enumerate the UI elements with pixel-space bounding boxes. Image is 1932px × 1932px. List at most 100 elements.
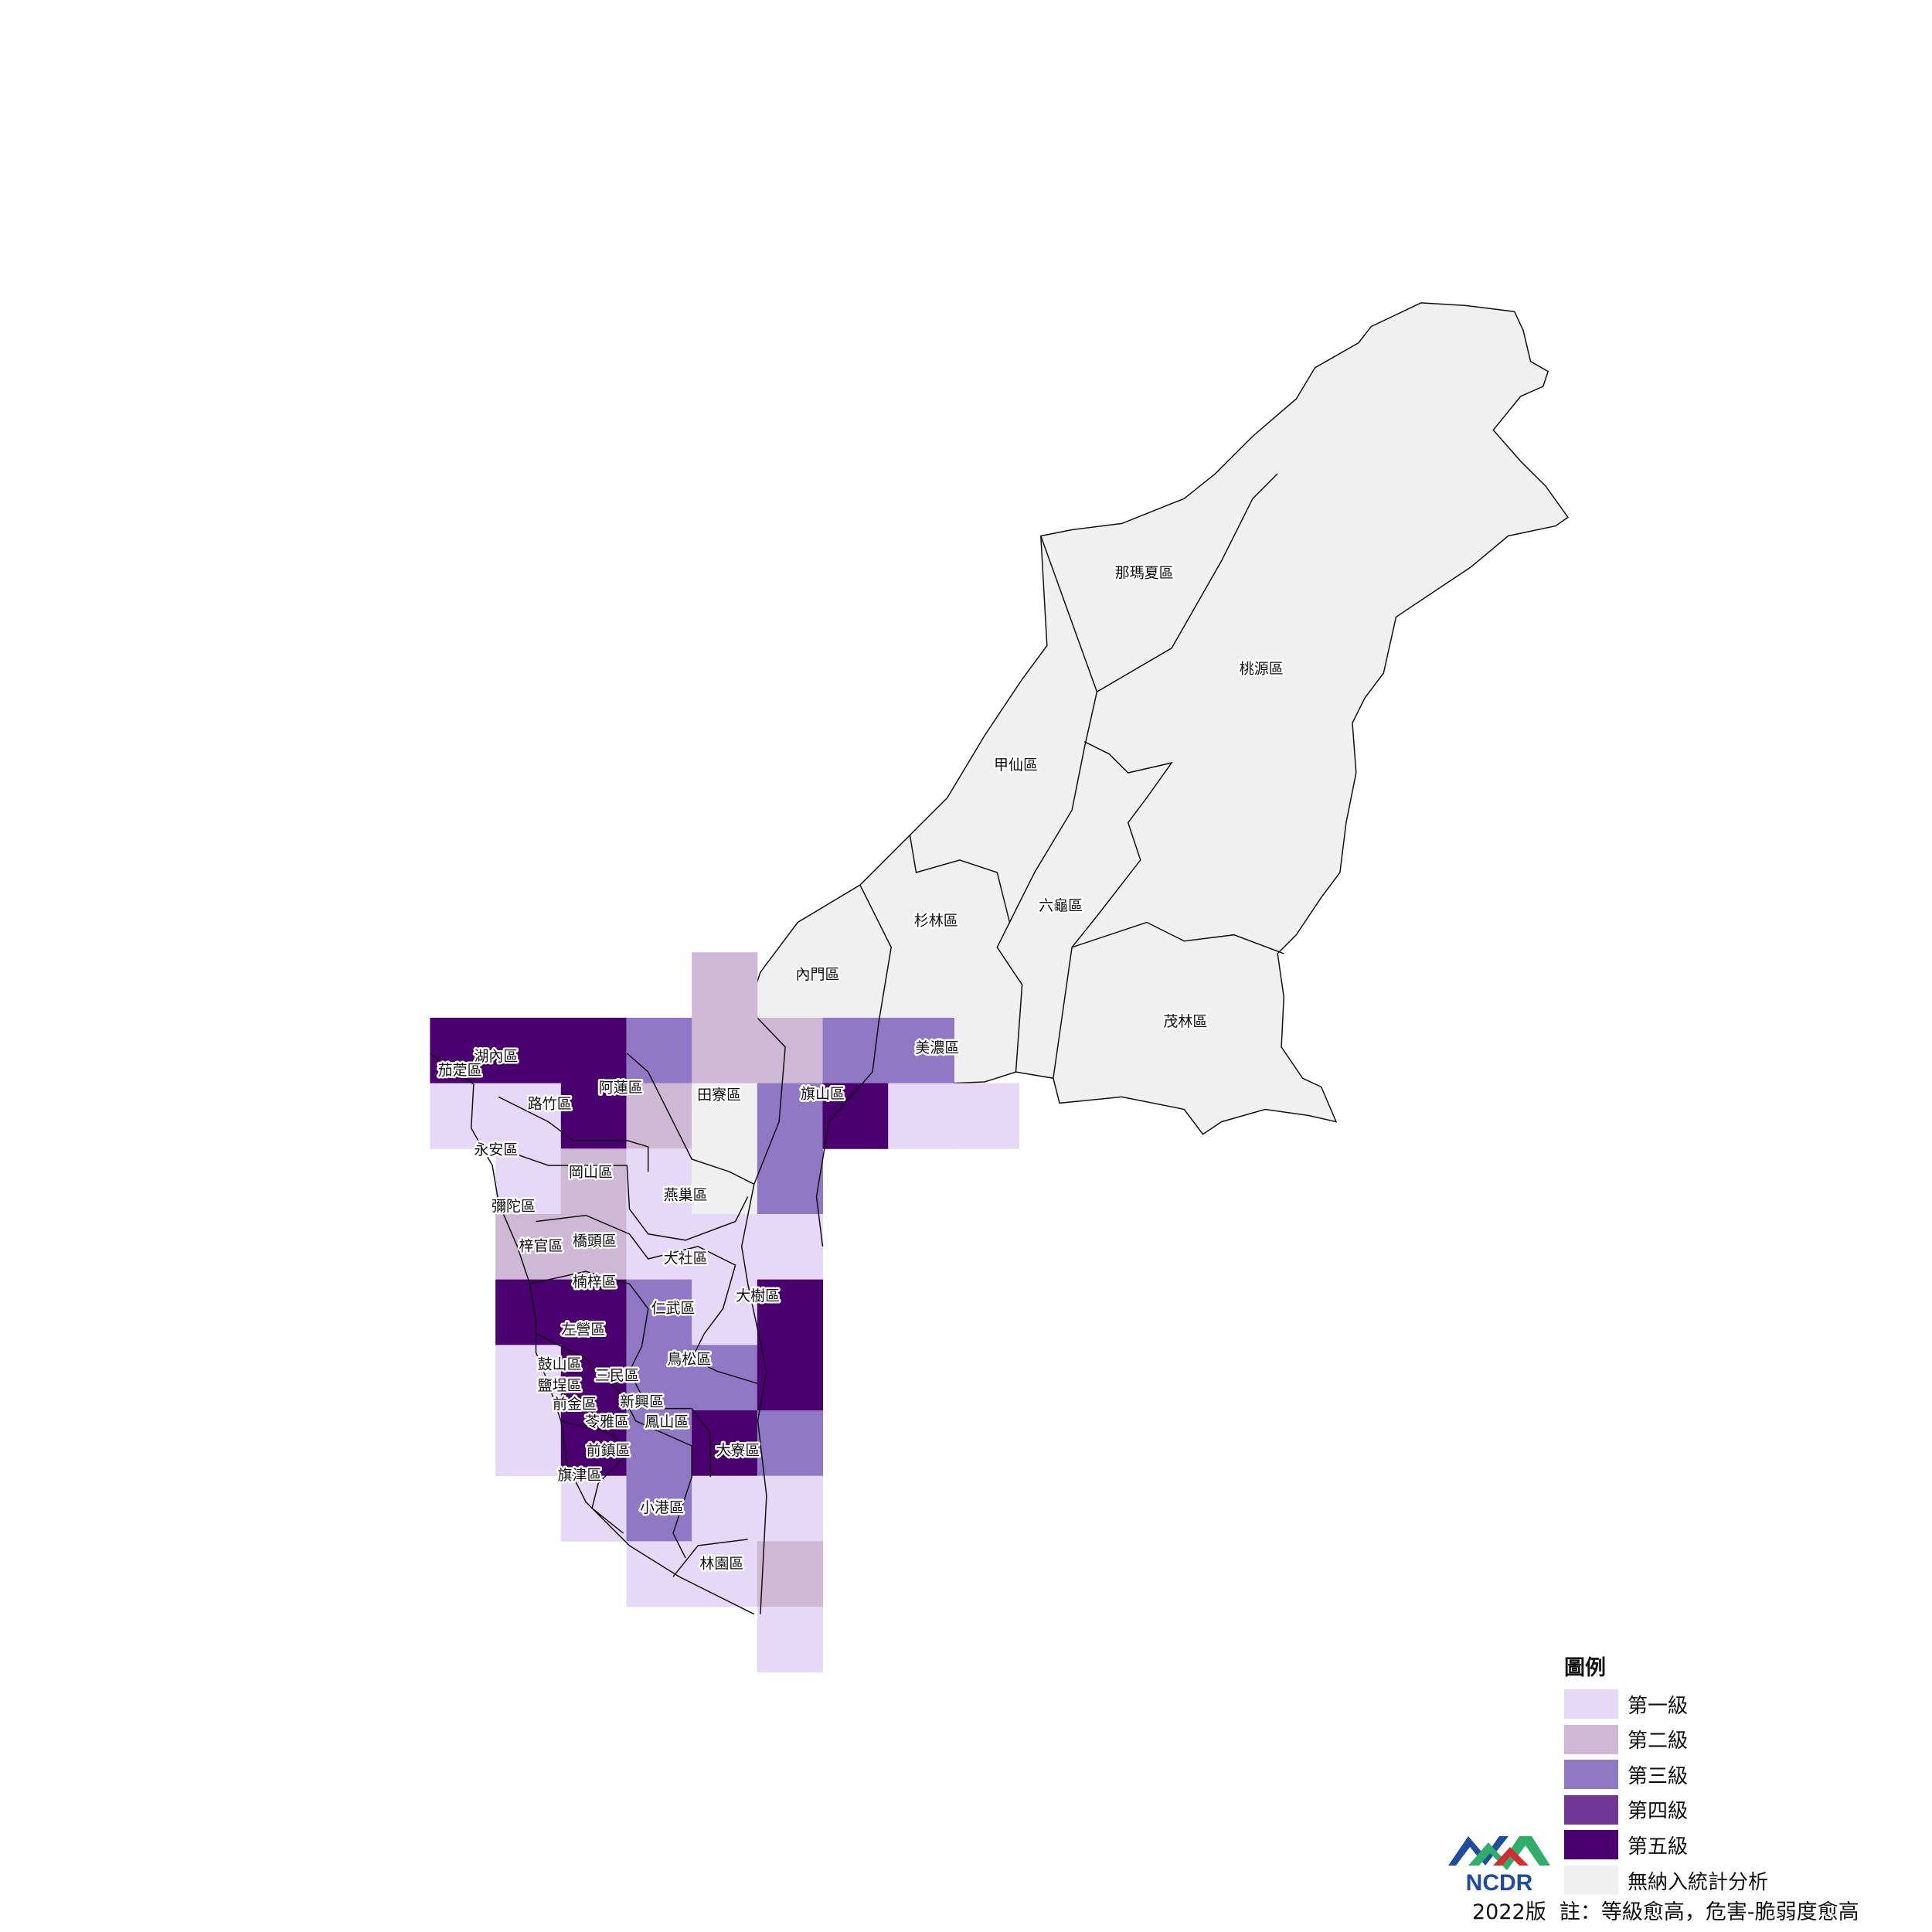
grid-cell-level-2 (757, 1541, 824, 1607)
legend-item: 第四級 (1564, 1794, 1688, 1825)
district-label: 梓官區 (519, 1237, 563, 1254)
grid-cell-level-1 (757, 1475, 824, 1542)
grid-cell-level-5 (495, 1279, 562, 1345)
grid-cell-level-5 (560, 1017, 627, 1084)
grid-cell-level-3 (692, 1345, 758, 1411)
district-label: 大樹區 (736, 1287, 780, 1304)
legend-label: 第四級 (1628, 1800, 1689, 1824)
grid-cell-level-0 (692, 1148, 758, 1215)
district-label: 三民區 (595, 1367, 639, 1384)
district-boundary (996, 536, 1098, 1073)
grid-cell-level-1 (495, 1345, 562, 1411)
legend-label: 第一級 (1628, 1694, 1689, 1718)
district-boundary (536, 1214, 758, 1385)
grid-cell-level-1 (692, 1213, 758, 1281)
district-label: 小港區 (640, 1499, 684, 1516)
district-label: 鳥松區 (667, 1351, 711, 1368)
grid-cell-level-1 (430, 1083, 496, 1149)
district-boundary (536, 1333, 692, 1559)
ncdr-logo: NCDR (1448, 1836, 1550, 1895)
district-boundary (430, 1053, 755, 1615)
legend-swatch (1564, 1866, 1618, 1895)
legend-label: 無納入統計分析 (1628, 1870, 1769, 1894)
district-boundary (909, 835, 1011, 923)
legend-label: 第二級 (1628, 1730, 1689, 1753)
legend-item: 第三級 (1564, 1759, 1688, 1790)
district-label: 前鎮區 (587, 1442, 631, 1459)
district-label: 楠梓區 (573, 1274, 617, 1291)
no-data-region (747, 302, 1570, 1135)
district-label: 橋頭區 (573, 1233, 617, 1250)
district-label: 六龜區 (1039, 897, 1083, 914)
district-label: 茂林區 (1163, 1013, 1207, 1030)
district-boundary (560, 1420, 631, 1534)
district-label: 美濃區 (915, 1039, 959, 1056)
legend-item: 第五級 (1564, 1829, 1688, 1860)
district-boundary (1071, 921, 1284, 954)
version-label: 2022版 (1472, 1900, 1546, 1924)
grid-cell-level-1 (626, 1541, 692, 1607)
grid-cell-level-1 (692, 1475, 758, 1542)
grid-cell-level-1 (495, 1083, 562, 1149)
grid-cell-level-2 (692, 1017, 758, 1084)
district-boundary (815, 884, 892, 1247)
grid-cells (430, 952, 1020, 1673)
footer: 2022版 註：等級愈高，危害-脆弱度愈高 (1472, 1895, 1859, 1925)
grid-cell-level-1 (495, 1410, 562, 1477)
grid-cell-level-1 (757, 1607, 824, 1673)
grid-cell-level-5 (560, 1083, 627, 1149)
legend-swatch (1564, 1830, 1618, 1860)
grid-cell-level-1 (560, 1475, 627, 1542)
district-label: 左營區 (561, 1321, 605, 1338)
district-boundary (1053, 741, 1173, 1079)
grid-cell-level-0 (692, 1083, 758, 1149)
district-label: 苓雅區 (585, 1413, 629, 1430)
grid-cell-level-5 (560, 1345, 627, 1411)
grid-cell-level-5 (757, 1345, 824, 1411)
grid-cell-level-3 (888, 1017, 954, 1084)
footnote: 註：等級愈高，危害-脆弱度愈高 (1559, 1900, 1859, 1924)
district-label: 旗山區 (801, 1086, 845, 1103)
grid-cell-level-1 (626, 1148, 692, 1215)
district-label: 鳳山區 (645, 1413, 689, 1430)
grid-cell-level-3 (757, 1410, 824, 1477)
mountain-districts-no-data (747, 302, 1570, 1135)
legend-item: 第二級 (1564, 1724, 1688, 1755)
district-boundary (626, 1053, 755, 1185)
grid-cell-level-1 (953, 1083, 1020, 1149)
grid-cell-level-1 (757, 1213, 824, 1281)
district-boundary (672, 1539, 748, 1577)
grid-cell-level-2 (495, 1213, 562, 1281)
district-label: 內門區 (796, 966, 840, 983)
grid-cell-level-3 (757, 1083, 824, 1149)
legend-swatch (1564, 1689, 1618, 1719)
legend-title: 圖例 (1564, 1656, 1606, 1680)
district-label: 大社區 (664, 1250, 708, 1267)
grid-cell-level-5 (495, 1017, 562, 1084)
grid-cell-level-5 (430, 1017, 496, 1084)
grid-cell-level-5 (757, 1279, 824, 1345)
grid-cell-level-5 (560, 1279, 627, 1345)
district-label: 彌陀區 (492, 1198, 536, 1215)
district-borders (430, 473, 1284, 1615)
district-label: 林園區 (699, 1556, 743, 1573)
district-label: 杉林區 (914, 912, 958, 929)
district-label: 岡山區 (569, 1164, 613, 1181)
grid-cell-level-2 (692, 952, 758, 1019)
district-boundary (740, 1018, 786, 1614)
district-label: 甲仙區 (994, 757, 1038, 774)
legend-label: 第三級 (1628, 1764, 1689, 1788)
district-label: 田寮區 (697, 1087, 741, 1104)
grid-cell-level-3 (626, 1279, 692, 1345)
district-boundary (1097, 473, 1278, 692)
grid-cell-level-2 (560, 1213, 627, 1281)
district-label: 阿蓮區 (599, 1080, 643, 1097)
grid-cell-level-3 (757, 1148, 824, 1215)
district-label: 鹽埕區 (538, 1377, 582, 1394)
district-boundary (495, 1146, 749, 1241)
grid-cell-level-1 (888, 1083, 954, 1149)
district-label: 旗津區 (557, 1467, 601, 1484)
